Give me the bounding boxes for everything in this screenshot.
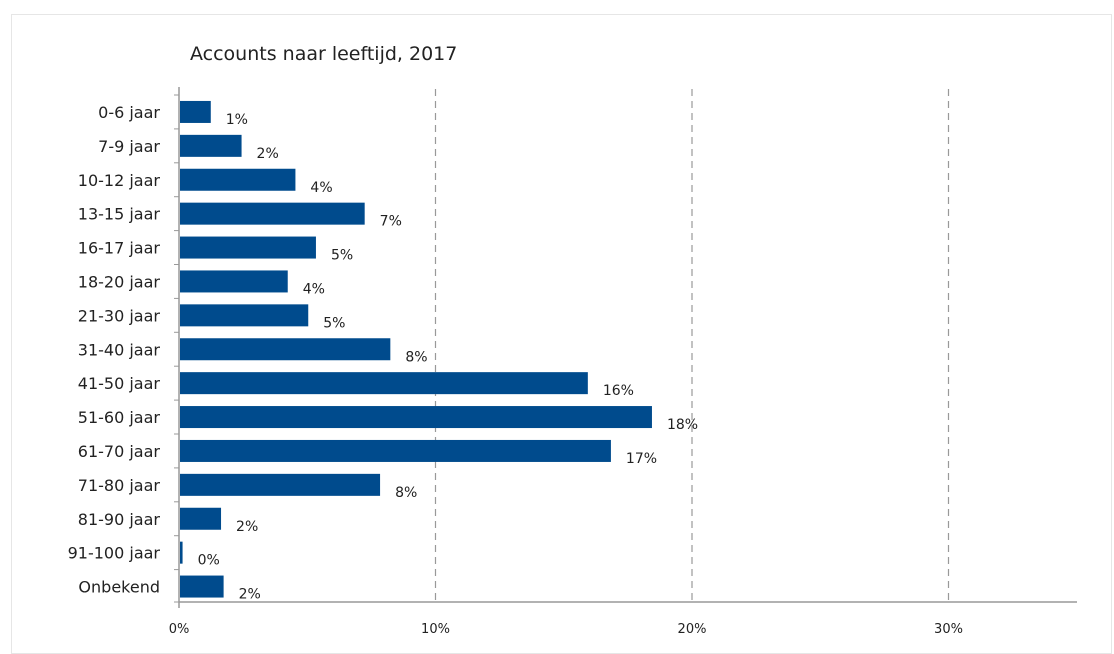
data-label: 4% — [310, 180, 332, 196]
category-label: 71-80 jaar — [78, 476, 161, 495]
category-label: 51-60 jaar — [78, 408, 161, 427]
bar — [180, 473, 381, 496]
x-tick-labels: 0% 10% 20% 30% — [169, 622, 963, 637]
bar — [180, 575, 224, 598]
data-label: 5% — [331, 248, 353, 264]
category-label: 16-17 jaar — [78, 239, 161, 258]
bar — [180, 338, 391, 361]
chart-title: Accounts naar leeftijd, 2017 — [190, 43, 457, 65]
bar — [180, 541, 183, 564]
category-label: 61-70 jaar — [78, 442, 161, 461]
category-labels: 0-6 jaar 7-9 jaar 10-12 jaar 13-15 jaar 16-1… — [68, 103, 161, 597]
data-label: 2% — [257, 146, 279, 162]
data-label: 1% — [226, 112, 248, 128]
bar — [180, 372, 588, 395]
category-label: 91-100 jaar — [68, 544, 161, 563]
data-label: 4% — [303, 281, 325, 297]
bar — [180, 304, 309, 327]
data-label: 7% — [380, 214, 402, 230]
data-label: 8% — [395, 485, 417, 501]
x-tick-label: 30% — [934, 622, 963, 637]
category-label: 31-40 jaar — [78, 340, 161, 359]
gridlines — [434, 89, 950, 602]
bar — [180, 507, 222, 530]
bars — [180, 100, 652, 598]
category-label: 13-15 jaar — [78, 205, 161, 224]
bar — [180, 270, 288, 293]
category-label: 81-90 jaar — [78, 510, 161, 529]
category-label: 18-20 jaar — [78, 272, 161, 291]
axes — [174, 87, 1077, 608]
bar — [180, 236, 316, 259]
data-label: 2% — [239, 587, 261, 603]
x-tick-label: 0% — [169, 622, 190, 637]
category-label: 0-6 jaar — [98, 103, 160, 122]
bar — [180, 202, 365, 225]
data-label: 17% — [626, 451, 657, 467]
bar — [180, 439, 611, 462]
category-label: Onbekend — [78, 578, 160, 597]
bar — [180, 100, 211, 123]
data-label: 18% — [667, 417, 698, 433]
bar — [180, 168, 296, 191]
category-label: 10-12 jaar — [78, 171, 161, 190]
bar — [180, 406, 652, 429]
data-labels: 1% 2% 4% 7% 5% 4% 5% 8% 16% 18% 17% 8% 2% 0% 2% — [198, 112, 699, 603]
data-label: 0% — [198, 553, 220, 569]
data-label: 16% — [603, 383, 634, 399]
bar — [180, 134, 242, 157]
category-label: 41-50 jaar — [78, 374, 161, 393]
data-label: 5% — [323, 315, 345, 331]
data-label: 8% — [405, 349, 427, 365]
category-label: 7-9 jaar — [98, 137, 160, 156]
x-tick-label: 20% — [678, 622, 707, 637]
category-label: 21-30 jaar — [78, 306, 161, 325]
x-tick-label: 10% — [421, 622, 450, 637]
data-label: 2% — [236, 519, 258, 535]
